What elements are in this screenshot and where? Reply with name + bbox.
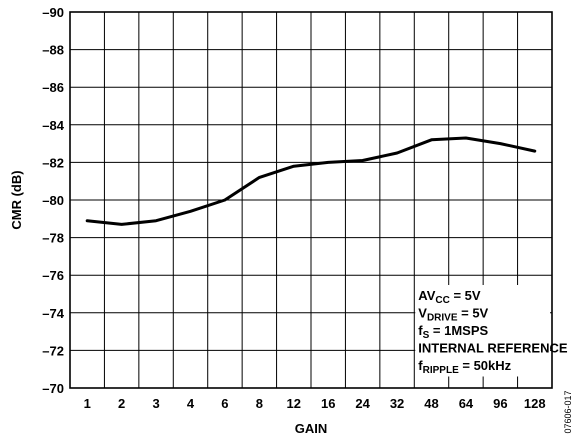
x-tick-label: 24 bbox=[355, 396, 370, 411]
y-tick-label: –84 bbox=[42, 118, 64, 133]
x-tick-label: 4 bbox=[187, 396, 195, 411]
annotation-box bbox=[415, 285, 550, 377]
y-tick-labels: –90 –88 –86 –84 –82 –80 –78 –76 –74 –72 –70 bbox=[42, 5, 64, 396]
y-tick-label: –70 bbox=[42, 381, 64, 396]
series-line bbox=[85, 136, 537, 226]
x-tick-labels: 1 2 3 4 6 8 12 16 24 32 48 64 96 128 bbox=[84, 396, 546, 411]
x-tick-label: 64 bbox=[459, 396, 474, 411]
x-tick-label: 12 bbox=[287, 396, 301, 411]
annotation-line: fS = 1MSPS bbox=[418, 323, 488, 341]
y-tick-label: –82 bbox=[42, 155, 64, 170]
y-tick-label: –80 bbox=[42, 193, 64, 208]
annotation-line: AVCC = 5V bbox=[418, 288, 481, 306]
x-tick-label: 128 bbox=[524, 396, 546, 411]
x-tick-label: 32 bbox=[390, 396, 404, 411]
y-tick-label: –90 bbox=[42, 5, 64, 20]
y-tick-label: –86 bbox=[42, 80, 64, 95]
plot-frame bbox=[69, 11, 553, 389]
y-axis-label: CMR (dB) bbox=[9, 170, 24, 229]
y-tick-label: –72 bbox=[42, 343, 64, 358]
series-lines bbox=[85, 136, 537, 226]
annotation-line: VDRIVE = 5V bbox=[418, 306, 488, 324]
y-tick-label: –78 bbox=[42, 231, 64, 246]
y-tick-label: –74 bbox=[42, 306, 64, 321]
y-tick-label: –88 bbox=[42, 43, 64, 58]
figure-code: 07606-017 bbox=[563, 390, 573, 433]
x-tick-label: 2 bbox=[118, 396, 125, 411]
x-tick-label: 3 bbox=[152, 396, 159, 411]
x-tick-label: 16 bbox=[321, 396, 335, 411]
annotation-line: fRIPPLE = 50kHz bbox=[418, 358, 511, 376]
annotation-line: INTERNAL REFERENCE bbox=[418, 341, 568, 356]
x-tick-label: 6 bbox=[221, 396, 228, 411]
y-tick-label: –76 bbox=[42, 268, 64, 283]
x-tick-label: 8 bbox=[256, 396, 263, 411]
x-axis-label: GAIN bbox=[295, 421, 328, 436]
x-tick-label: 1 bbox=[84, 396, 91, 411]
x-tick-label: 96 bbox=[493, 396, 507, 411]
x-tick-label: 48 bbox=[424, 396, 438, 411]
